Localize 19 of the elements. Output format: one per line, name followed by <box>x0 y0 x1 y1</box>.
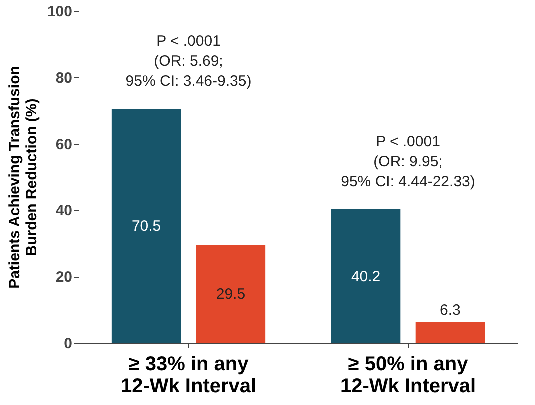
x-tick-label: ≥ 33% in any 12-Wk Interval <box>120 354 257 398</box>
data-label: 70.5 <box>132 218 162 235</box>
y-axis-title: Patients Achieving Transfusion Burden Reduction (%) <box>6 66 40 289</box>
bar <box>416 322 486 343</box>
y-tick-label: 20 <box>56 269 72 286</box>
y-tick-label: 100 <box>47 4 72 20</box>
y-tick-label: 40 <box>56 202 72 220</box>
data-label: 40.2 <box>351 268 381 286</box>
data-label: 6.3 <box>440 302 461 320</box>
y-tick-label: 0 <box>64 336 72 352</box>
bar <box>196 245 266 343</box>
annotation: P < .0001 (OR: 9.95; 95% CI: 4.44-22.33) <box>341 134 476 191</box>
bar <box>112 108 182 343</box>
annotation: P < .0001 (OR: 5.69; 95% CI: 3.46-9.35) <box>126 32 252 90</box>
data-label: 29.5 <box>216 286 246 304</box>
y-tick-label: 80 <box>56 70 72 87</box>
y-tick-label: 60 <box>56 136 72 154</box>
x-tick-label: ≥ 50% in any 12-Wk Interval <box>340 354 476 398</box>
bar <box>331 210 401 343</box>
